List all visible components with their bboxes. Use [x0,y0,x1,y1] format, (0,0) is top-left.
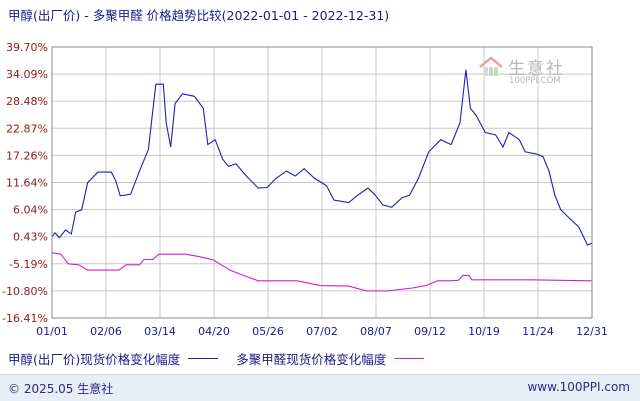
legend-series1-label: 甲醇(出厂价)现货价格变化幅度 [8,352,181,367]
y-tick-label: 22.87% [6,122,48,135]
y-tick-label: 34.09% [6,68,48,81]
series-lines [51,69,593,292]
x-tick-label: 04/20 [198,325,230,338]
series-methanol-line [51,69,593,246]
footer-copyright: © 2025.05 生意社 [8,382,114,396]
x-tick-label: 03/14 [144,325,176,338]
watermark-name: 生意社 [508,59,565,79]
y-tick-label: 39.70% [6,41,48,54]
watermark-url: 100PPI.COM [509,76,561,86]
y-tick-label: 17.26% [6,149,48,162]
y-tick-label: -5.19% [9,258,48,271]
x-tick-label: 09/12 [414,325,446,338]
x-tick-label: 08/07 [360,325,392,338]
plot-frame [51,46,593,319]
series-paraformaldehyde-line [51,252,593,292]
x-tick-label: 11/24 [522,325,554,338]
x-tick-label: 05/26 [252,325,284,338]
legend-series2-label: 多聚甲醛现货价格变化幅度 [236,352,387,367]
chart-title: 甲醇(出厂价) - 多聚甲醛 价格趋势比较(2022-01-01 - 2022-… [8,8,390,23]
x-tick-label: 10/19 [468,325,500,338]
y-tick-label: -16.41% [2,312,48,325]
y-tick-label: -10.80% [2,285,48,298]
y-tick-label: 28.48% [6,95,48,108]
house-logo-icon [479,56,503,76]
watermark: 生意社 100PPI.COM [478,54,578,90]
price-trend-chart: 39.70% 34.09% 28.48% 22.87% 17.26% 11.64% 6.04… [2,41,608,338]
chart-legend: 甲醇(出厂价)现货价格变化幅度 多聚甲醛现货价格变化幅度 [8,349,442,368]
y-tick-label: 11.64% [6,177,48,190]
x-tick-label: 12/31 [576,325,608,338]
x-tick-label: 02/06 [90,325,122,338]
legend-series2-swatch [394,358,425,359]
x-tick-label: 07/02 [306,325,338,338]
legend-series1-swatch [188,358,219,359]
x-tick-label: 01/01 [36,325,68,338]
y-tick-label: 6.04% [13,204,48,217]
y-axis-ticks: 39.70% 34.09% 28.48% 22.87% 17.26% 11.64% 6.04… [2,41,48,325]
footer-bar: © 2025.05 生意社 www.100PPI.com [0,374,640,401]
x-axis-ticks: 01/01 02/06 03/14 04/20 05/26 07/02 08/07 09/12… [36,325,608,338]
footer-site-link[interactable]: www.100PPI.com [527,380,630,394]
y-tick-label: 0.43% [13,231,48,244]
